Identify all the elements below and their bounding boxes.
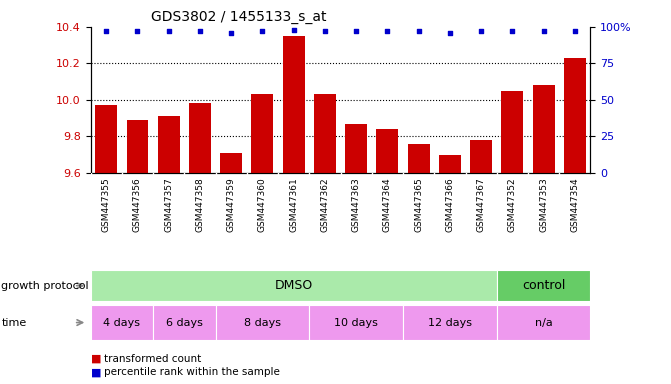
Text: ■: ■ [91, 367, 101, 377]
Point [444, 30, 455, 36]
Text: DMSO: DMSO [274, 279, 313, 292]
Bar [403, 305, 497, 340]
Text: GSM447360: GSM447360 [258, 177, 267, 232]
Text: GSM447358: GSM447358 [195, 177, 205, 232]
Bar [470, 140, 492, 173]
Bar [91, 270, 497, 301]
Bar [439, 155, 461, 173]
Bar [376, 129, 399, 173]
Point [195, 28, 205, 34]
Text: 4 days: 4 days [103, 318, 140, 328]
Bar [408, 144, 429, 173]
Text: transformed count: transformed count [104, 354, 201, 364]
Text: 12 days: 12 days [428, 318, 472, 328]
Bar [309, 305, 403, 340]
Text: GSM447355: GSM447355 [102, 177, 111, 232]
Bar [220, 153, 242, 173]
Bar [564, 58, 586, 173]
Text: GSM447364: GSM447364 [383, 177, 392, 232]
Text: GSM447367: GSM447367 [476, 177, 486, 232]
Text: GSM447361: GSM447361 [289, 177, 298, 232]
Text: ■: ■ [91, 354, 101, 364]
Bar [533, 85, 554, 173]
Bar [314, 94, 336, 173]
Point [538, 28, 549, 34]
Bar [501, 91, 523, 173]
Bar [91, 305, 153, 340]
Bar [189, 103, 211, 173]
Point [289, 27, 299, 33]
Text: percentile rank within the sample: percentile rank within the sample [104, 367, 280, 377]
Point [351, 28, 362, 34]
Point [570, 28, 580, 34]
Text: GSM447366: GSM447366 [446, 177, 454, 232]
Bar [158, 116, 180, 173]
Text: GDS3802 / 1455133_s_at: GDS3802 / 1455133_s_at [150, 10, 326, 25]
Text: n/a: n/a [535, 318, 552, 328]
Point [257, 28, 268, 34]
Text: 6 days: 6 days [166, 318, 203, 328]
Bar [497, 270, 590, 301]
Point [507, 28, 518, 34]
Bar [282, 36, 305, 173]
Bar [252, 94, 273, 173]
Text: growth protocol: growth protocol [1, 281, 89, 291]
Text: GSM447362: GSM447362 [321, 177, 329, 232]
Text: 8 days: 8 days [244, 318, 281, 328]
Bar [345, 124, 367, 173]
Bar [95, 105, 117, 173]
Point [163, 28, 174, 34]
Bar [497, 305, 590, 340]
Bar [215, 305, 309, 340]
Bar [153, 305, 215, 340]
Text: control: control [522, 279, 565, 292]
Point [132, 28, 143, 34]
Text: GSM447352: GSM447352 [508, 177, 517, 232]
Text: GSM447363: GSM447363 [352, 177, 360, 232]
Bar [127, 120, 148, 173]
Point [413, 28, 424, 34]
Text: GSM447356: GSM447356 [133, 177, 142, 232]
Point [319, 28, 330, 34]
Text: GSM447353: GSM447353 [539, 177, 548, 232]
Text: GSM447359: GSM447359 [227, 177, 236, 232]
Text: time: time [1, 318, 27, 328]
Text: GSM447354: GSM447354 [570, 177, 579, 232]
Text: GSM447365: GSM447365 [414, 177, 423, 232]
Point [226, 30, 237, 36]
Point [382, 28, 393, 34]
Point [476, 28, 486, 34]
Text: 10 days: 10 days [334, 318, 378, 328]
Text: GSM447357: GSM447357 [164, 177, 173, 232]
Point [101, 28, 111, 34]
